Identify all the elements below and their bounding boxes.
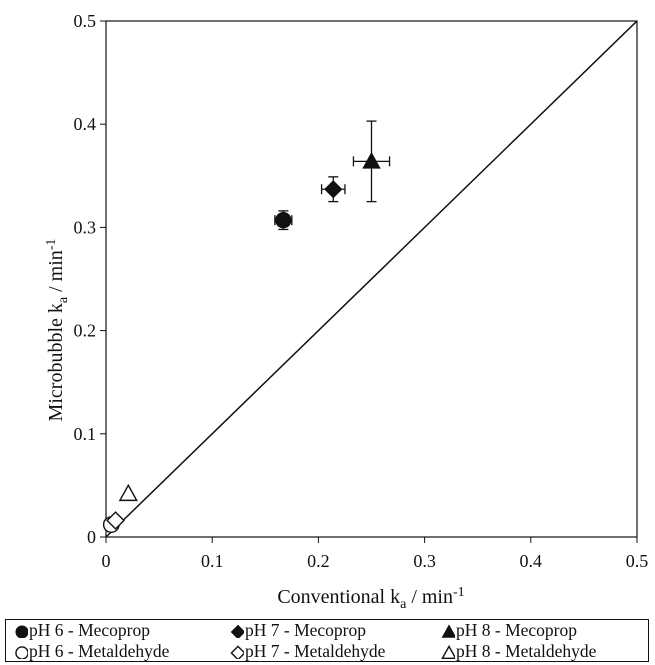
data-point bbox=[324, 180, 343, 199]
scatter-chart: 0 0.1 0.2 0.3 0.4 0.5 0 0.1 0.2 0.3 0.4 0.5 Convent… bbox=[44, 11, 649, 612]
data-marks bbox=[102, 120, 391, 534]
legend-marker bbox=[15, 645, 28, 659]
data-point bbox=[118, 483, 138, 502]
data-point bbox=[275, 211, 292, 229]
legend-label: pH 8 - Mecoprop bbox=[456, 620, 578, 640]
x-tick-label: 0.3 bbox=[413, 551, 436, 571]
x-tick-label: 0.5 bbox=[626, 551, 649, 571]
legend-label: pH 7 - Mecoprop bbox=[245, 620, 367, 640]
legend-item: pH 8 - Mecoprop bbox=[441, 620, 641, 641]
y-axis-title: Microbubble ka / min-1 bbox=[44, 239, 71, 422]
legend-marker bbox=[441, 644, 455, 659]
reference-line-group bbox=[105, 20, 638, 538]
legend-item: pH 8 - Metaldehyde bbox=[441, 641, 641, 662]
y-tick-label: 0.5 bbox=[74, 11, 97, 31]
legend-symbol-icon bbox=[230, 624, 244, 638]
legend-item: pH 6 - Mecoprop bbox=[6, 620, 230, 641]
legend-symbol-icon bbox=[15, 645, 28, 659]
legend-label: pH 6 - Mecoprop bbox=[29, 620, 151, 640]
legend-item: pH 7 - Mecoprop bbox=[230, 620, 441, 641]
plot-frame bbox=[105, 20, 638, 538]
data-point bbox=[106, 511, 125, 530]
tick-labels: 0 0.1 0.2 0.3 0.4 0.5 0 0.1 0.2 0.3 0.4 0.5 bbox=[74, 11, 649, 571]
legend-symbol-icon bbox=[441, 623, 455, 638]
legend-marker bbox=[441, 623, 455, 638]
legend-item: pH 7 - Metaldehyde bbox=[230, 641, 441, 662]
y-tick-label: 0.4 bbox=[74, 114, 97, 134]
y-tick-label: 0.1 bbox=[74, 424, 97, 444]
x-tick-label: 0.4 bbox=[520, 551, 543, 571]
legend-marker bbox=[15, 624, 28, 638]
legend-label: pH 6 - Metaldehyde bbox=[29, 641, 170, 661]
data-point bbox=[362, 151, 381, 169]
x-tick-label: 0.2 bbox=[307, 551, 330, 571]
legend-marker bbox=[230, 624, 244, 638]
legend-symbol-icon bbox=[441, 644, 455, 659]
x-tick-label: 0.1 bbox=[201, 551, 224, 571]
legend-item: pH 6 - Metaldehyde bbox=[6, 641, 230, 662]
y-tick-label: 0 bbox=[87, 527, 96, 547]
axes bbox=[100, 20, 638, 543]
legend-symbol-icon bbox=[230, 644, 244, 659]
x-axis-title: Conventional ka / min-1 bbox=[277, 585, 464, 612]
legend-row: pH 6 - Metaldehyde pH 7 - Metaldehyde pH 8… bbox=[6, 641, 648, 662]
y-tick-label: 0.3 bbox=[74, 217, 97, 237]
legend-row: pH 6 - Mecoprop pH 7 - Mecoprop pH 8 - Mec… bbox=[6, 620, 648, 641]
reference-line bbox=[105, 20, 638, 538]
legend-label: pH 8 - Metaldehyde bbox=[456, 641, 597, 661]
legend-label: pH 7 - Metaldehyde bbox=[245, 641, 386, 661]
y-tick-label: 0.2 bbox=[74, 321, 97, 341]
legend-symbol-icon bbox=[15, 624, 28, 638]
legend: pH 6 - Mecoprop pH 7 - Mecoprop pH 8 - Mec… bbox=[5, 619, 649, 662]
legend-marker bbox=[230, 644, 244, 659]
x-tick-label: 0 bbox=[102, 551, 111, 571]
